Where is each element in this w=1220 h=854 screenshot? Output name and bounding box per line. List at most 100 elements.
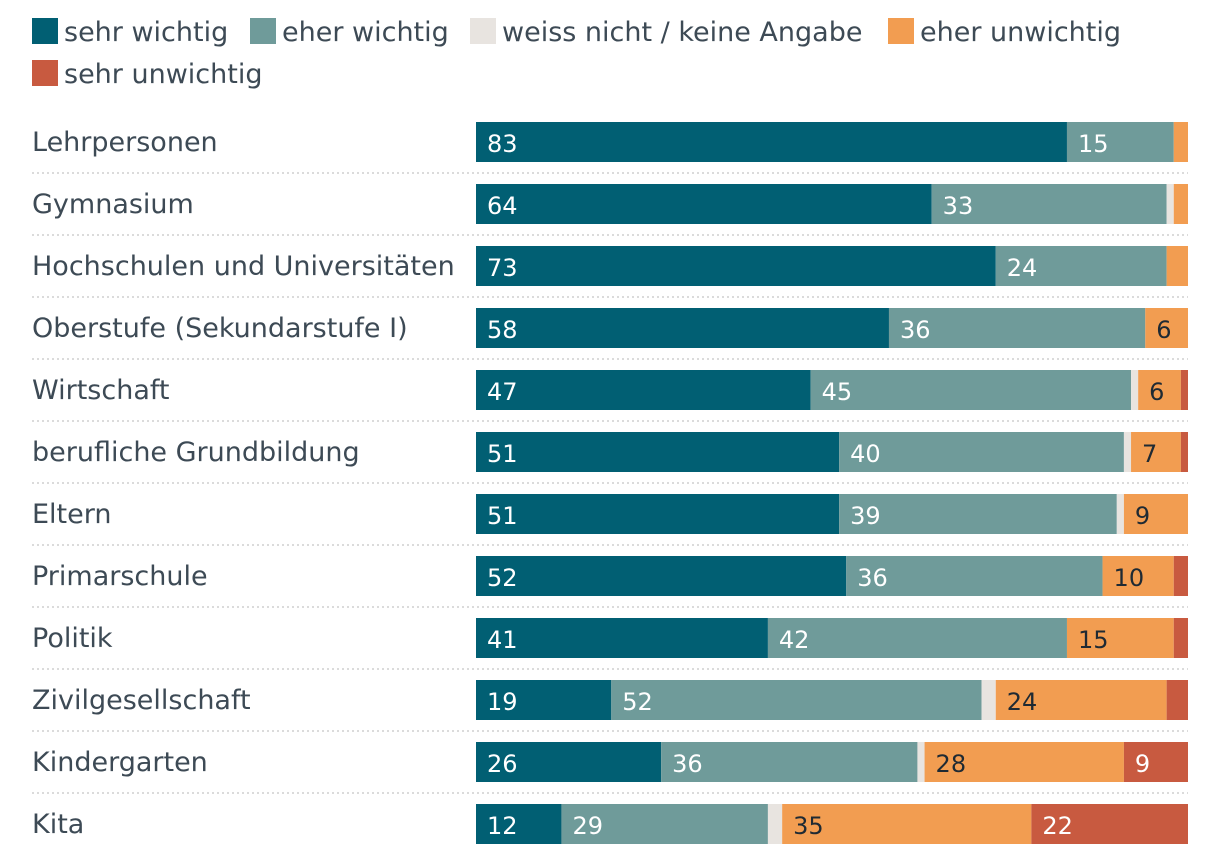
bar-segment-sw (476, 804, 562, 844)
legend-item-sw: sehr wichtig (32, 17, 228, 48)
bar-segment-ew (661, 742, 918, 782)
chart-rows: Lehrpersonen 83 15 Gymnasium 64 33 Hochschulen… (32, 122, 1188, 844)
value-label-eu: 6 (1149, 378, 1164, 406)
category-label: Primarschule (32, 561, 208, 592)
bar-segment-sw (476, 246, 996, 286)
bar-segment-su (1031, 804, 1188, 844)
bar-segment-eu (1138, 370, 1181, 410)
bar-segment-ew (839, 432, 1124, 472)
bar-segment-sw (476, 742, 662, 782)
bar-segment-eu (1131, 432, 1181, 472)
legend: sehr wichtig eher wichtig weiss nicht / ke… (32, 17, 1121, 90)
value-label-eu: 7 (1142, 440, 1157, 468)
value-label-ew: 40 (850, 440, 881, 468)
category-label: Oberstufe (Sekundarstufe I) (32, 313, 408, 344)
value-label-eu: 24 (1007, 688, 1038, 716)
legend-item-su: sehr unwichtig (32, 59, 262, 90)
category-label: Eltern (32, 499, 112, 530)
legend-swatch-eu (888, 18, 914, 44)
bar-segment-ew (810, 370, 1132, 410)
legend-label-eu: eher unwichtig (920, 17, 1121, 48)
value-label-sw: 73 (487, 254, 518, 282)
bar-segment-ew (561, 804, 768, 844)
bar-row: Lehrpersonen 83 15 (32, 122, 1188, 174)
bar-segment-eu (995, 680, 1167, 720)
value-label-sw: 51 (487, 502, 518, 530)
value-label-eu: 9 (1135, 502, 1150, 530)
bar-segment-eu (924, 742, 1124, 782)
value-label-sw: 51 (487, 440, 518, 468)
category-label: Kindergarten (32, 747, 208, 778)
bar-segment-sw (476, 494, 840, 534)
value-label-sw: 12 (487, 812, 518, 840)
bar-segment-eu (1123, 494, 1188, 534)
bar-segment-ew (888, 308, 1146, 348)
value-label-ew: 15 (1078, 130, 1109, 158)
value-label-ew: 45 (822, 378, 853, 406)
legend-swatch-ew (250, 18, 276, 44)
legend-swatch-su (32, 60, 58, 86)
value-label-sw: 58 (487, 316, 518, 344)
bar-segment-ew (839, 494, 1117, 534)
bar-row: Kita 12 29 35 22 (32, 804, 1188, 844)
value-label-su: 9 (1135, 750, 1150, 778)
value-label-ew: 33 (943, 192, 974, 220)
bar-segment-eu (1145, 308, 1188, 348)
bar-segment-ew (846, 556, 1103, 596)
bar-segment-eu (782, 804, 1032, 844)
value-label-ew: 36 (857, 564, 888, 592)
value-label-sw: 83 (487, 130, 518, 158)
bar-segment-ew (995, 246, 1167, 286)
bar-segment-wn (981, 680, 996, 720)
legend-swatch-wn (470, 18, 496, 44)
bar-segment-eu (1173, 184, 1188, 224)
value-label-ew: 42 (779, 626, 810, 654)
value-label-ew: 52 (622, 688, 653, 716)
bar-row: Wirtschaft 47 45 6 (32, 370, 1188, 422)
bar-segment-sw (476, 370, 811, 410)
bar-segment-wn (1131, 370, 1139, 410)
bar-segment-ew (611, 680, 982, 720)
bar-segment-eu (1066, 618, 1174, 658)
value-label-ew: 24 (1007, 254, 1038, 282)
value-label-sw: 19 (487, 688, 518, 716)
bar-segment-su (1180, 432, 1188, 472)
bar-segment-sw (476, 680, 612, 720)
bar-row: Politik 41 42 15 (32, 618, 1188, 670)
category-label: Hochschulen und Universitäten (32, 251, 455, 282)
category-label: Wirtschaft (32, 375, 169, 406)
value-label-su: 22 (1042, 812, 1073, 840)
bar-row: Zivilgesellschaft 19 52 24 (32, 680, 1188, 732)
value-label-sw: 41 (487, 626, 518, 654)
bar-segment-eu (1102, 556, 1174, 596)
bar-segment-eu (1173, 122, 1188, 162)
category-label: Gymnasium (32, 189, 194, 220)
category-label: Politik (32, 623, 113, 654)
bar-row: Oberstufe (Sekundarstufe I) 58 36 6 (32, 308, 1188, 360)
bar-segment-sw (476, 556, 847, 596)
bar-segment-wn (767, 804, 783, 844)
legend-item-eu: eher unwichtig (888, 17, 1121, 48)
bar-row: Gymnasium 64 33 (32, 184, 1188, 236)
bar-segment-eu (1166, 246, 1188, 286)
category-label: berufliche Grundbildung (32, 437, 360, 468)
bar-segment-sw (476, 122, 1067, 162)
legend-label-su: sehr unwichtig (64, 59, 262, 90)
bar-segment-su (1173, 618, 1188, 658)
bar-segment-ew (931, 184, 1167, 224)
value-label-eu: 28 (936, 750, 967, 778)
legend-item-wn: weiss nicht / keine Angabe (470, 17, 862, 48)
bar-row: Hochschulen und Universitäten 73 24 (32, 246, 1188, 298)
legend-label-wn: weiss nicht / keine Angabe (502, 17, 862, 48)
bar-segment-su (1180, 370, 1188, 410)
bar-segment-wn (1166, 184, 1174, 224)
bar-segment-su (1173, 556, 1188, 596)
legend-item-ew: eher wichtig (250, 17, 449, 48)
category-label: Zivilgesellschaft (32, 685, 251, 716)
bar-segment-su (1123, 742, 1188, 782)
legend-label-ew: eher wichtig (282, 17, 449, 48)
bar-segment-wn (1116, 494, 1124, 534)
bar-segment-sw (476, 432, 840, 472)
bar-row: Kindergarten 26 36 28 9 (32, 742, 1188, 794)
